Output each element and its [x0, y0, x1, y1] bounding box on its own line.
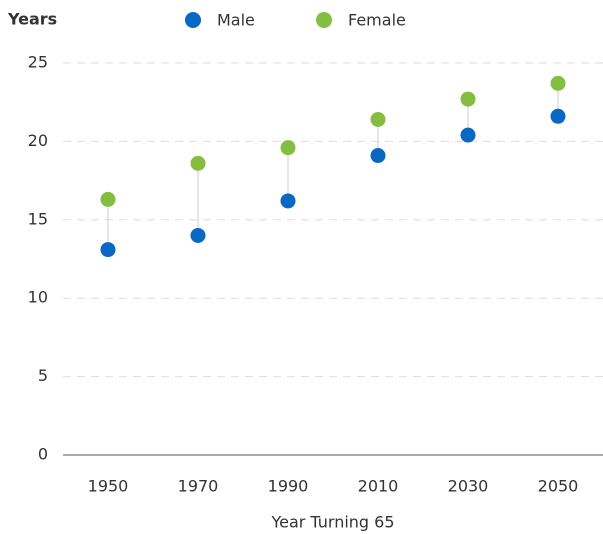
x-tick-label: 2050	[538, 477, 579, 496]
x-tick-label: 2030	[448, 477, 489, 496]
y-tick-label: 25	[28, 53, 48, 72]
legend-label: Female	[348, 11, 406, 30]
dot	[370, 111, 386, 127]
dot	[190, 155, 206, 171]
y-tick-label: 5	[38, 366, 48, 385]
y-axis-label: Years	[7, 10, 57, 29]
y-tick-label: 10	[28, 288, 48, 307]
y-tick-label: 15	[28, 209, 48, 228]
dot	[550, 75, 566, 91]
dot	[460, 127, 476, 143]
y-tick-label: 0	[38, 445, 48, 464]
legend-label: Male	[217, 11, 255, 30]
dot	[460, 91, 476, 107]
legend-marker	[185, 12, 201, 28]
x-tick-label: 2010	[358, 477, 399, 496]
dot	[100, 242, 116, 258]
y-tick-label: 20	[28, 131, 48, 150]
dot	[370, 148, 386, 164]
dot	[190, 227, 206, 243]
dot	[550, 108, 566, 124]
x-axis-label: Year Turning 65	[270, 513, 394, 532]
dot	[280, 193, 296, 209]
legend-marker	[316, 12, 332, 28]
x-tick-label: 1970	[178, 477, 219, 496]
dot	[280, 140, 296, 156]
x-tick-label: 1990	[268, 477, 309, 496]
x-tick-label: 1950	[88, 477, 129, 496]
dot	[100, 191, 116, 207]
